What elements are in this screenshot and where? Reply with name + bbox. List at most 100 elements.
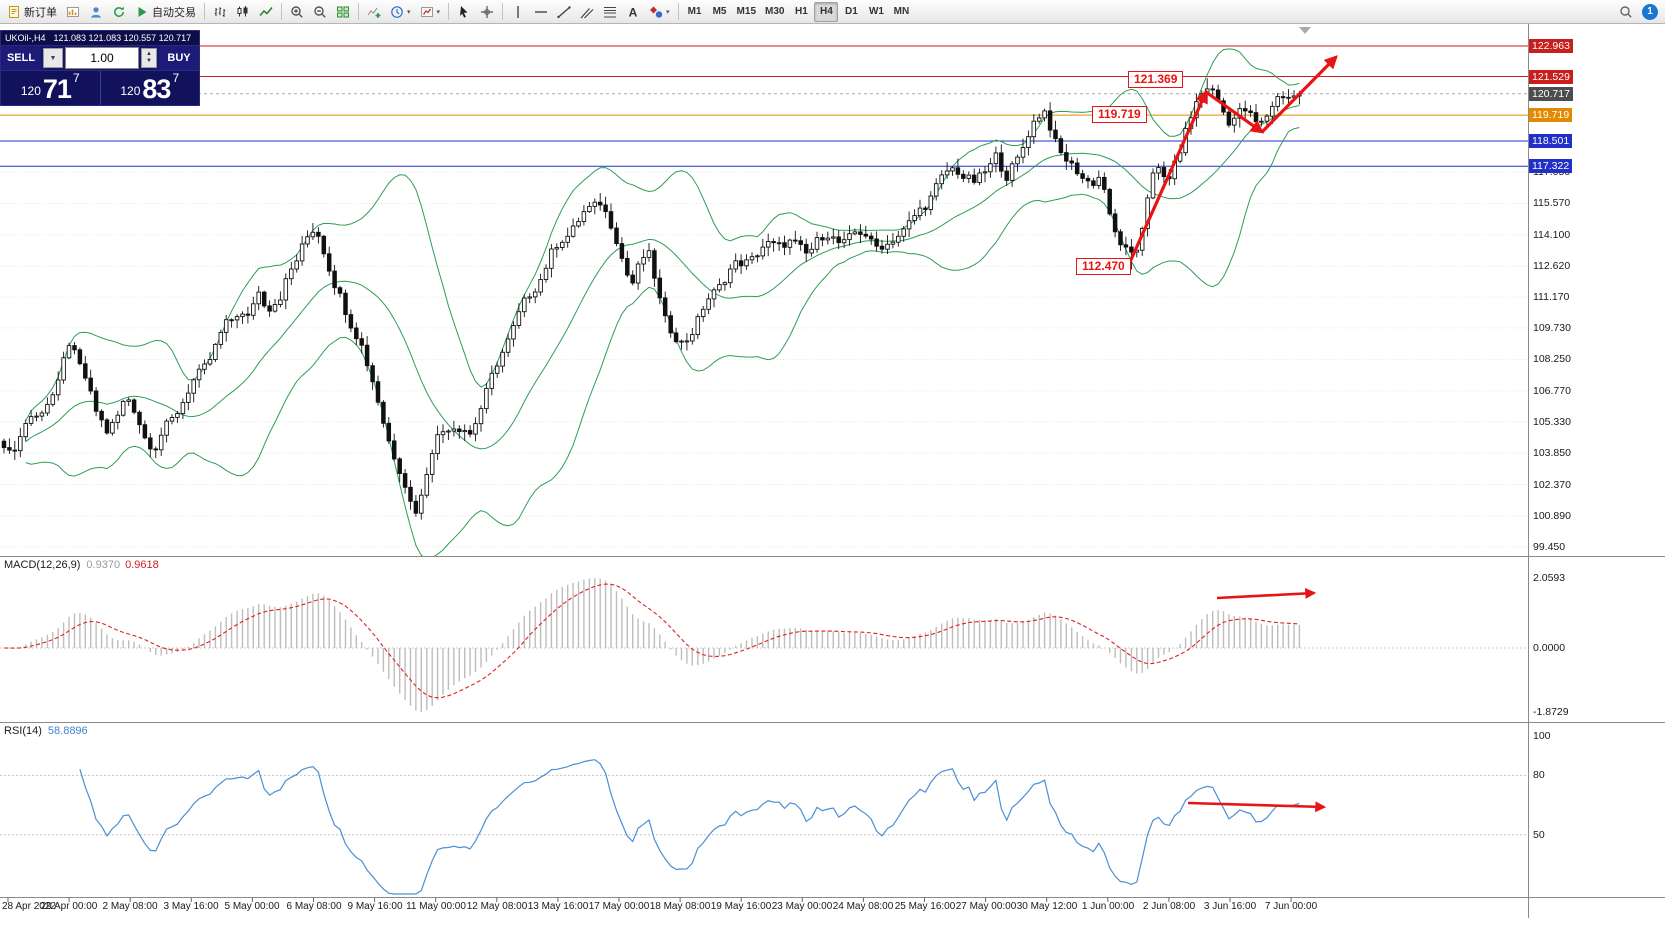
buy-price-pip: 7: [172, 71, 180, 85]
sell-button[interactable]: SELL: [1, 46, 41, 70]
rsi-name: RSI(14): [4, 725, 42, 737]
chart-ohlc-readout: 121.083 121.083 120.557 120.717: [53, 33, 192, 43]
indicators-button[interactable]: [363, 2, 385, 22]
macd-main-value: 0.9370: [86, 559, 121, 571]
timeframe-m5-button[interactable]: M5: [712, 6, 727, 17]
sell-price[interactable]: 120 71 7: [1, 71, 100, 105]
cursor-icon: [460, 5, 468, 18]
timeframe-d1-button[interactable]: D1: [845, 6, 858, 17]
new-order-icon: [9, 5, 19, 18]
chevron-down-icon: ▼: [49, 54, 57, 62]
buy-price-big: 83: [142, 74, 171, 104]
sell-price-pip: 7: [72, 71, 80, 85]
line-chart-type-button[interactable]: [255, 2, 277, 22]
zoom-in-button[interactable]: [286, 2, 308, 22]
chart-symbol-period: UKOil-,H4: [5, 33, 46, 43]
charts-button[interactable]: [62, 2, 84, 22]
zoom-out-button[interactable]: [309, 2, 331, 22]
navigator-button[interactable]: [108, 2, 130, 22]
vertical-line-icon: [517, 5, 519, 18]
zoom-out-icon: [314, 5, 326, 18]
toolbar-separator: [281, 3, 282, 20]
tile-windows-button[interactable]: [332, 2, 354, 22]
templates-button[interactable]: ▾: [416, 2, 445, 22]
period-icon: [391, 5, 403, 18]
sell-price-big: 71: [42, 74, 72, 104]
bar-chart-type-button[interactable]: [209, 2, 231, 22]
text-button[interactable]: A: [622, 2, 644, 22]
timeframe-m1-button[interactable]: M1: [687, 6, 702, 17]
toolbar-separator: [677, 3, 679, 20]
crosshair-icon: [481, 5, 494, 18]
toolbar-separator: [502, 3, 504, 20]
trendline-button[interactable]: [553, 2, 575, 22]
dropdown-arrow-icon: ▾: [407, 8, 411, 16]
timeframe-h4-button[interactable]: H4: [814, 1, 839, 22]
bid-ask-display: 120 71 7 120 83 7: [1, 71, 199, 105]
crosshair-button[interactable]: [476, 2, 498, 22]
stepper-down-icon: ▼: [146, 58, 152, 64]
candlestick-series: [1, 78, 1302, 520]
market-watch-button[interactable]: [85, 2, 107, 22]
macd-signal-value: 0.9618: [125, 559, 159, 571]
market-watch-icon: [91, 6, 101, 17]
zoom-in-icon: [291, 5, 303, 18]
bollinger-bands: [25, 48, 1300, 556]
toolbar-separator: [204, 3, 205, 20]
period-button[interactable]: ▾: [386, 2, 415, 22]
charts-icon: [67, 6, 79, 17]
auto-trading-button[interactable]: 自动交易: [131, 2, 200, 22]
search-icon: [1620, 5, 1632, 18]
channel-icon: [580, 7, 594, 18]
rsi-value: 58.8896: [47, 725, 88, 737]
navigator-icon: [114, 6, 124, 17]
timeframe-h1-button[interactable]: H1: [795, 6, 808, 17]
candlestick-chart-type-button[interactable]: [232, 2, 254, 22]
volume-type-dropdown[interactable]: ▼: [43, 48, 63, 68]
tile-windows-icon: [337, 6, 349, 17]
timeframe-m15-button[interactable]: M15: [736, 6, 756, 17]
trendline-icon: [557, 5, 571, 18]
bar-chart-type-icon: [214, 6, 226, 17]
vertical-line-button[interactable]: [507, 2, 529, 22]
fibonacci-button[interactable]: [599, 2, 621, 22]
line-chart-type-icon: [259, 6, 273, 16]
arrows-button[interactable]: ▾: [645, 2, 674, 22]
volume-input[interactable]: [65, 47, 139, 69]
buy-price[interactable]: 120 83 7: [101, 71, 200, 105]
notification-badge[interactable]: 1: [1642, 3, 1658, 20]
svg-text:A: A: [629, 5, 638, 19]
macd-name: MACD(12,26,9): [4, 559, 81, 571]
auto-trading-icon: [138, 6, 147, 17]
rsi-panel: [0, 759, 1528, 895]
timeframe-mn-button[interactable]: MN: [893, 6, 910, 17]
divider: [99, 71, 101, 105]
text-icon: A: [629, 5, 638, 19]
buy-button[interactable]: BUY: [159, 46, 199, 70]
timeframe-m30-button[interactable]: M30: [765, 6, 785, 17]
one-click-trading-panel: UKOil-,H4 121.083 121.083 120.557 120.71…: [0, 30, 200, 106]
templates-icon: [420, 6, 433, 17]
buy-price-prefix: 120: [120, 84, 141, 98]
dropdown-arrow-icon: ▾: [666, 8, 670, 16]
sell-price-prefix: 120: [20, 84, 41, 98]
horizontal-line-icon: [535, 10, 548, 13]
macd-indicator-label: MACD(12,26,9) 0.9370 0.9618: [4, 559, 159, 571]
horizontal-line-button[interactable]: [530, 2, 552, 22]
timeframe-w1-button[interactable]: W1: [868, 6, 884, 17]
channel-button[interactable]: [576, 2, 598, 22]
dropdown-arrow-icon: ▾: [436, 8, 441, 16]
candlestick-chart-type-icon: [237, 5, 248, 16]
trade-controls: SELL ▼ ▲▼ BUY: [1, 45, 199, 71]
toolbar-separator: [448, 3, 450, 20]
volume-stepper[interactable]: ▲ ▼: [141, 48, 157, 68]
cursor-button[interactable]: [453, 2, 475, 22]
new-order-button[interactable]: 新订单: [3, 2, 61, 22]
trend-arrows[interactable]: [1128, 55, 1338, 813]
chart-title-bar: UKOil-,H4 121.083 121.083 120.557 120.71…: [1, 31, 199, 45]
search-button[interactable]: [1615, 2, 1637, 22]
toolbar-separator: [358, 3, 359, 20]
arrows-icon: [650, 6, 663, 18]
